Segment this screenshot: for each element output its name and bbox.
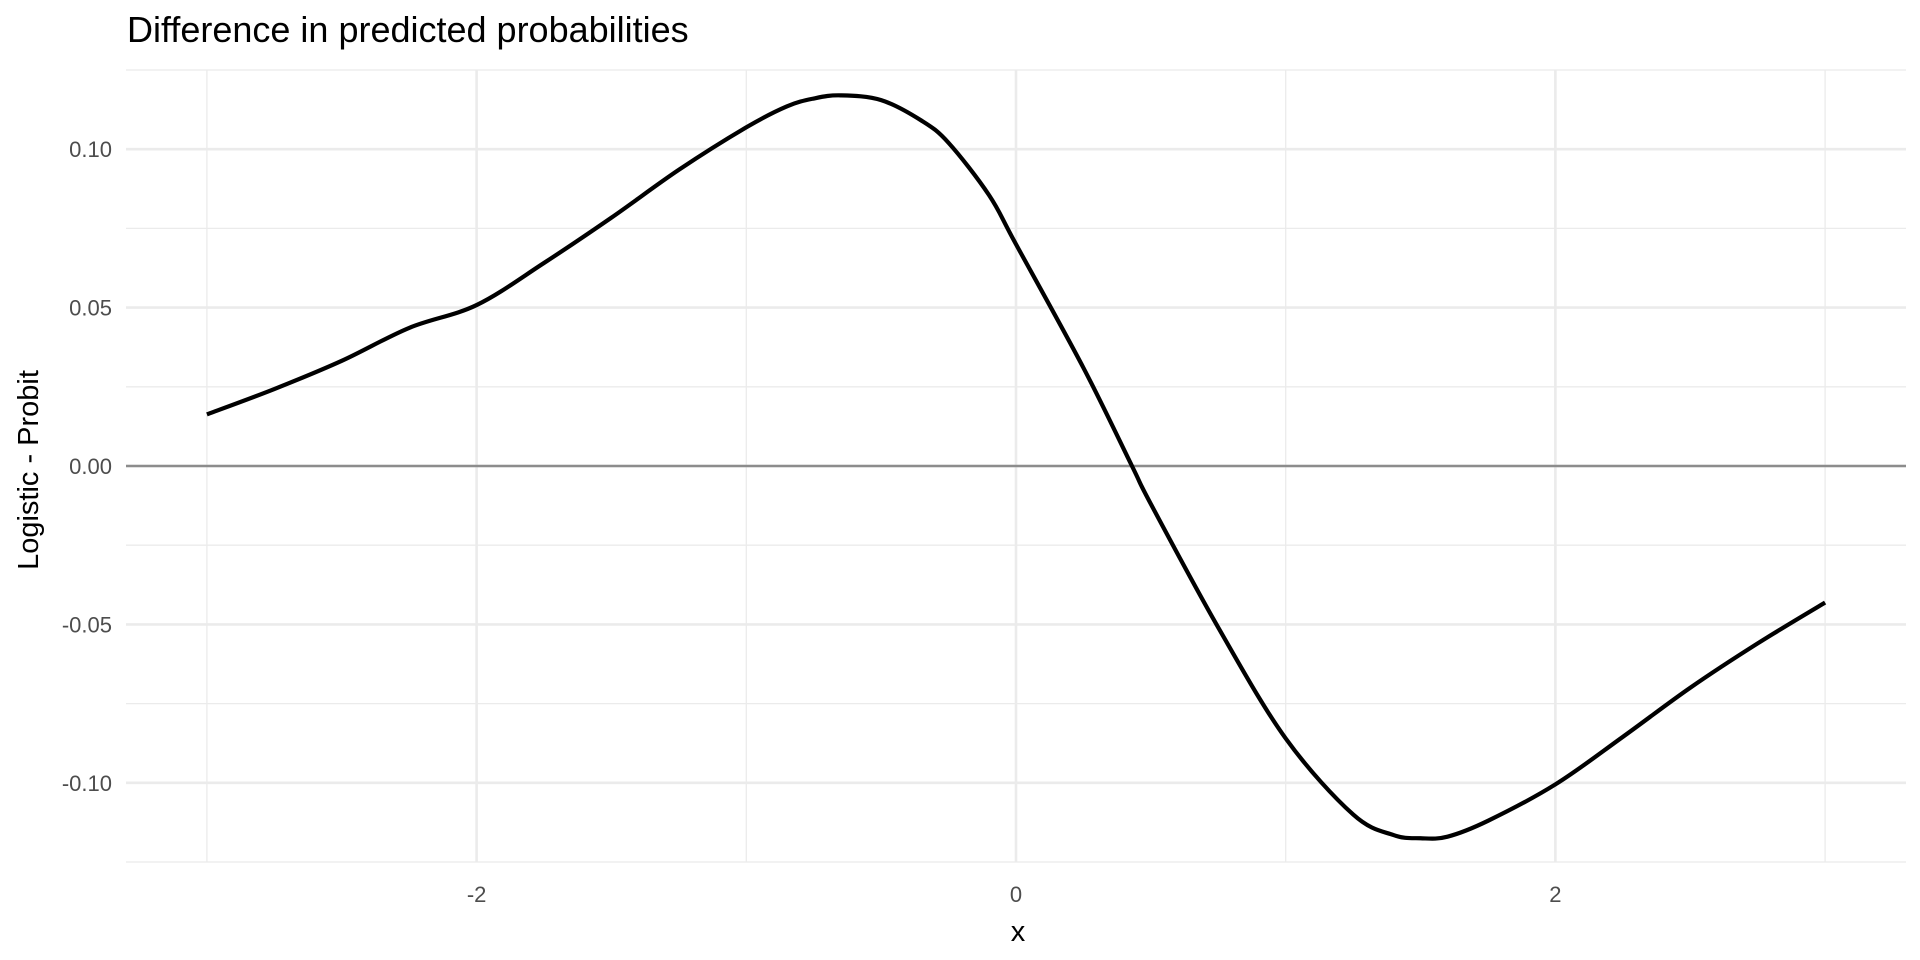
x-tick-label: 2 xyxy=(1549,882,1561,907)
x-axis-ticks: -2 0 2 xyxy=(467,882,1562,907)
x-tick-label: -2 xyxy=(467,882,487,907)
y-tick-label: -0.10 xyxy=(62,771,112,796)
series-lines xyxy=(206,93,1827,841)
y-axis-title: Logistic - Probit xyxy=(13,370,45,570)
series-line xyxy=(206,93,1827,841)
y-axis-ticks: -0.10 -0.05 0.00 0.05 0.10 xyxy=(62,137,112,796)
x-axis-title: x xyxy=(1011,916,1026,948)
y-tick-label: 0.10 xyxy=(69,137,112,162)
x-tick-label: 0 xyxy=(1010,882,1022,907)
y-tick-label: 0.00 xyxy=(69,454,112,479)
y-tick-label: -0.05 xyxy=(62,612,112,637)
chart-title: Difference in predicted probabilities xyxy=(127,9,689,50)
y-tick-label: 0.05 xyxy=(69,296,112,321)
